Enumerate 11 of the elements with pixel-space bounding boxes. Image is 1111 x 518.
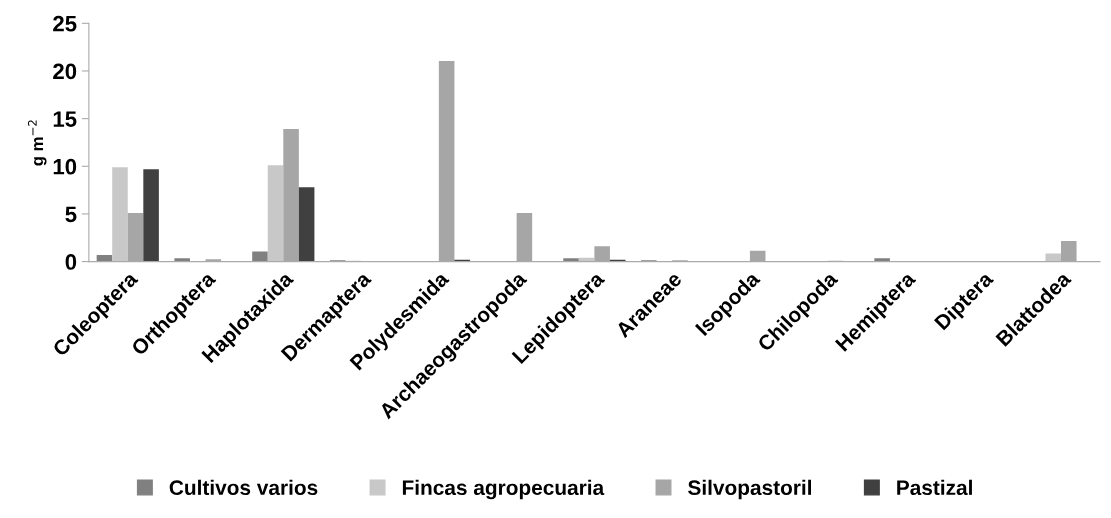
y-tick-label: 0 (65, 254, 77, 270)
legend-label: Cultivos varios (169, 479, 318, 496)
y-tick-label: 10 (53, 158, 77, 175)
y-tick-label: 25 (53, 15, 77, 32)
legend-label: Silvopastoril (688, 479, 812, 500)
legend-label: Pastizal (897, 479, 972, 496)
legend-label: Fincas agropecuaria (402, 479, 605, 500)
y-tick-label: 20 (53, 63, 77, 80)
y-tick-label: 5 (65, 206, 77, 223)
y-tick-label: 15 (53, 111, 77, 127)
y-axis-title: g m$^{−2}$ (27, 120, 47, 166)
